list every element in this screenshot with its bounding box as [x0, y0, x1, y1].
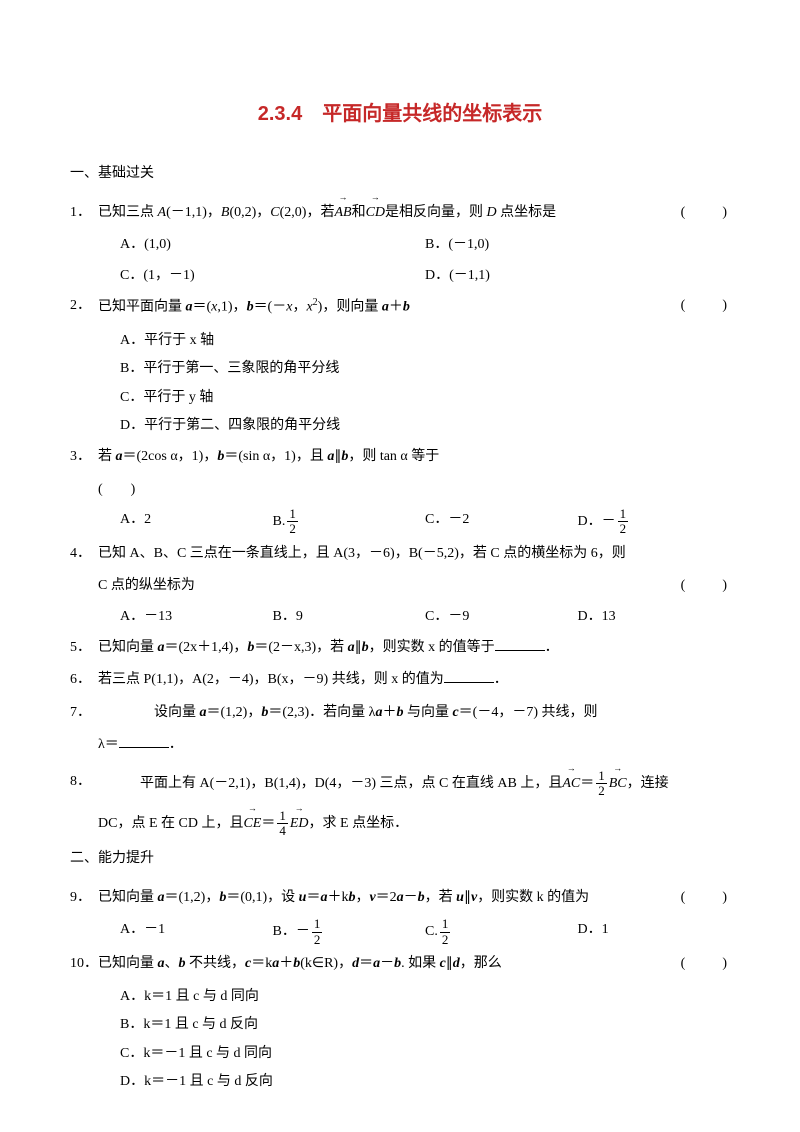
q2-paren: ( )	[681, 293, 730, 320]
question-9: 9． 已知向量 a＝(1,2)，b＝(0,1)，设 u＝a＋kb，v＝2a－b，…	[70, 885, 730, 912]
q9-opt-b: B．－12	[273, 917, 426, 947]
q1-opt-d: D．(－1,1)	[425, 263, 730, 290]
q10-opt-b: B．k＝1 且 c 与 d 反向	[120, 1012, 730, 1039]
question-2: 2． 已知平面向量 a＝(x,1)，b＝(－x，x2)，则向量 a＋b ( )	[70, 293, 730, 321]
question-3: 3． 若 a＝(2cos α，1)，b＝(sin α，1)，且 a∥b，则 ta…	[70, 444, 730, 471]
q2-num: 2．	[70, 293, 91, 320]
question-1: 1． 已知三点 A(－1,1)，B(0,2)，C(2,0)，若AB和CD是相反向…	[70, 200, 730, 227]
q7-num: 7．	[70, 700, 91, 727]
q4-opt-c: C．－9	[425, 604, 578, 631]
page-title: 2.3.4 平面向量共线的坐标表示	[70, 95, 730, 133]
q5-num: 5．	[70, 635, 91, 662]
q3-num: 3．	[70, 444, 91, 471]
q4-opt-d: D．13	[578, 604, 731, 631]
q10-paren: ( )	[681, 951, 730, 978]
q9-opt-d: D．1	[578, 917, 731, 947]
q6-blank[interactable]	[444, 669, 494, 683]
q3-paren-line: ( )	[70, 477, 730, 504]
q4-opt-b: B．9	[273, 604, 426, 631]
question-5: 5． 已知向量 a＝(2x＋1,4)，b＝(2－x,3)，若 a∥b，则实数 x…	[70, 635, 730, 662]
q2-opt-d: D．平行于第二、四象限的角平分线	[120, 413, 730, 440]
q6-num: 6．	[70, 667, 91, 694]
q9-opt-a: A．－1	[120, 917, 273, 947]
q1-opt-a: A．(1,0)	[120, 232, 425, 259]
question-4: 4． 已知 A、B、C 三点在一条直线上，且 A(3，－6)，B(－5,2)，若…	[70, 541, 730, 568]
q2-options: A．平行于 x 轴 B．平行于第一、三象限的角平分线 C．平行于 y 轴 D．平…	[70, 328, 730, 440]
q4-paren: ( )	[681, 573, 730, 600]
q8-line2: DC，点 E 在 CD 上，且CE＝14ED，求 E 点坐标．	[70, 809, 730, 839]
q4-opt-a: A．－13	[120, 604, 273, 631]
q1-opt-c: C．(1，－1)	[120, 263, 425, 290]
q9-opt-c: C.12	[425, 917, 578, 947]
q10-options: A．k＝1 且 c 与 d 同向 B．k＝1 且 c 与 d 反向 C．k＝－1…	[70, 984, 730, 1096]
q2-opt-c: C．平行于 y 轴	[120, 385, 730, 412]
q8-num: 8．	[70, 769, 91, 796]
q9-options: A．－1 B．－12 C.12 D．1	[70, 917, 730, 947]
section-2-header: 二、能力提升	[70, 846, 730, 873]
q10-num: 10．	[70, 951, 98, 978]
q1-options-row1: A．(1,0) B．(－1,0)	[70, 232, 730, 259]
q5-blank[interactable]	[495, 637, 545, 651]
q3-opt-c: C．－2	[425, 507, 578, 537]
q10-opt-d: D．k＝－1 且 c 与 d 反向	[120, 1069, 730, 1096]
q4-num: 4．	[70, 541, 91, 568]
q1-paren: ( )	[681, 200, 730, 227]
q3-opt-a: A．2	[120, 507, 273, 537]
q1-text: 已知三点	[98, 205, 158, 220]
q1-num: 1．	[70, 200, 91, 227]
q4-line2: C 点的纵坐标为 ( )	[70, 573, 730, 600]
q3-opt-d: D．－12	[578, 507, 731, 537]
q1-opt-b: B．(－1,0)	[425, 232, 730, 259]
q4-options: A．－13 B．9 C．－9 D．13	[70, 604, 730, 631]
q10-opt-a: A．k＝1 且 c 与 d 同向	[120, 984, 730, 1011]
q2-opt-a: A．平行于 x 轴	[120, 328, 730, 355]
question-10: 10． 已知向量 a、b 不共线，c＝ka＋b(k∈R)，d＝a－b. 如果 c…	[70, 951, 730, 978]
q9-paren: ( )	[681, 885, 730, 912]
section-1-header: 一、基础过关	[70, 161, 730, 188]
q2-opt-b: B．平行于第一、三象限的角平分线	[120, 356, 730, 383]
q10-opt-c: C．k＝－1 且 c 与 d 同向	[120, 1041, 730, 1068]
q3-options: A．2 B.12 C．－2 D．－12	[70, 507, 730, 537]
q7-line2: λ＝．	[70, 732, 730, 759]
q3-opt-b: B.12	[273, 507, 426, 537]
question-6: 6． 若三点 P(1,1)，A(2，－4)，B(x，－9) 共线，则 x 的值为…	[70, 667, 730, 694]
question-7: 7． 设向量 a＝(1,2)，b＝(2,3)．若向量 λa＋b 与向量 c＝(－…	[70, 700, 730, 727]
q1-options-row2: C．(1，－1) D．(－1,1)	[70, 263, 730, 290]
q9-num: 9．	[70, 885, 91, 912]
q7-blank[interactable]	[119, 734, 169, 748]
question-8: 8． 平面上有 A(－2,1)，B(1,4)，D(4，－3) 三点，点 C 在直…	[70, 769, 730, 799]
